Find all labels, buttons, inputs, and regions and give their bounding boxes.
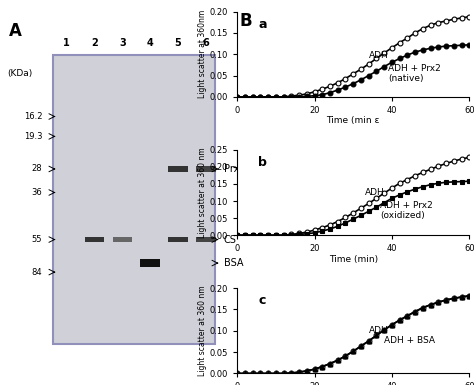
Text: 19.3: 19.3: [24, 132, 42, 141]
X-axis label: Time (min): Time (min): [328, 254, 378, 264]
Text: BSA: BSA: [224, 258, 243, 268]
Text: CS: CS: [224, 234, 237, 244]
Y-axis label: Light scatter at 360 nm: Light scatter at 360 nm: [198, 285, 207, 376]
Text: (KDa): (KDa): [7, 69, 32, 77]
Bar: [168, 237, 188, 243]
Text: 36: 36: [32, 188, 42, 197]
Text: c: c: [259, 294, 266, 307]
Text: 16.2: 16.2: [24, 112, 42, 121]
Bar: [112, 237, 132, 242]
Text: B: B: [239, 12, 252, 30]
Text: 3: 3: [119, 38, 126, 48]
Bar: [196, 237, 216, 243]
Text: ADH: ADH: [365, 188, 384, 197]
Text: Prx2: Prx2: [224, 164, 245, 174]
Y-axis label: Light scatter at 360nm: Light scatter at 360nm: [198, 10, 207, 98]
Text: 4: 4: [147, 38, 154, 48]
Text: 5: 5: [175, 38, 182, 48]
Text: 28: 28: [32, 164, 42, 174]
Text: 84: 84: [32, 268, 42, 276]
Text: ADH + BSA: ADH + BSA: [384, 336, 435, 345]
Text: b: b: [258, 156, 267, 169]
Text: ADH: ADH: [369, 326, 388, 335]
Text: 6: 6: [202, 38, 210, 48]
Y-axis label: Light scatter at 360 nm: Light scatter at 360 nm: [198, 147, 207, 238]
Text: ADH + Prx2
(native): ADH + Prx2 (native): [388, 64, 441, 83]
Text: 2: 2: [91, 38, 98, 48]
Text: ADH + Prx2
(oxidized): ADH + Prx2 (oxidized): [380, 201, 433, 220]
Text: a: a: [258, 18, 267, 30]
Bar: [168, 166, 188, 172]
Text: 55: 55: [32, 235, 42, 244]
Bar: [54, 55, 215, 345]
Text: ADH: ADH: [369, 51, 388, 60]
Bar: [85, 237, 104, 243]
Text: 1: 1: [63, 38, 70, 48]
X-axis label: Time (min ε: Time (min ε: [327, 116, 380, 126]
Text: A: A: [9, 22, 22, 40]
Bar: [140, 259, 160, 267]
Bar: [196, 166, 216, 172]
